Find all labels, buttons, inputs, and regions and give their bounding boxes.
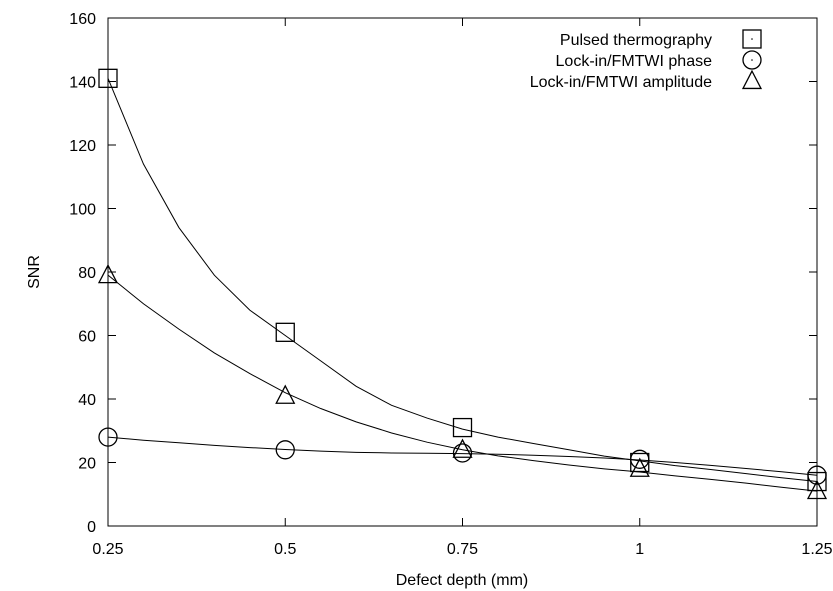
y-tick-label: 40: [78, 392, 96, 409]
legend-label: Lock-in/FMTWI phase: [556, 53, 713, 70]
legend: Pulsed thermography Lock-in/FMTWI phase Lo…: [530, 29, 763, 91]
legend-marker-square: [742, 29, 762, 49]
data-point-triangle: [452, 438, 473, 458]
data-point-square: [275, 322, 295, 342]
legend-marker-dot: [751, 59, 753, 61]
data-point-triangle: [629, 457, 650, 477]
legend-label: Pulsed thermography: [560, 32, 712, 49]
data-point-triangle: [275, 384, 296, 404]
axis-ticks: 0.25 0.5 0.75 1 1.25 0 20 40 60 80 100 120 140 160: [69, 11, 832, 558]
data-point-square: [98, 68, 118, 88]
y-tick-label: 60: [78, 329, 96, 346]
y-axis-label: SNR: [26, 255, 43, 289]
data-point-circle: [807, 465, 827, 485]
y-tick-label: 100: [69, 202, 96, 219]
x-tick-label: 1: [635, 541, 644, 558]
data-point-square: [452, 417, 473, 438]
x-axis-label: Defect depth (mm): [396, 572, 528, 589]
data-point-square: [807, 471, 827, 492]
y-tick-label: 160: [69, 11, 96, 28]
x-tick-label: 0.75: [447, 541, 478, 558]
x-tick-label: 1.25: [801, 541, 832, 558]
legend-marker-triangle: [741, 69, 763, 90]
legend-marker-circle: [742, 50, 762, 70]
fit-curve-circle: [107, 436, 818, 476]
x-tick-label: 0.25: [92, 541, 123, 558]
y-tick-label: 80: [78, 265, 96, 282]
y-tick-label: 120: [69, 138, 96, 155]
data-point-triangle: [97, 263, 119, 284]
y-tick-label: 0: [87, 519, 96, 536]
fit-curves: [107, 78, 818, 492]
data-point-circle: [452, 443, 473, 463]
legend-label: Lock-in/FMTWI amplitude: [530, 74, 712, 91]
fit-curve-square: [107, 78, 818, 483]
data-point-circle: [98, 427, 118, 447]
y-tick-label: 20: [78, 456, 96, 473]
data-markers: [97, 68, 828, 500]
x-tick-label: 0.5: [274, 541, 296, 558]
fit-curve-triangle: [107, 274, 818, 492]
data-point-triangle: [806, 479, 828, 500]
data-point-circle: [630, 449, 650, 469]
legend-marker-dot: [751, 38, 753, 40]
data-point-circle: [275, 440, 295, 460]
y-tick-label: 140: [69, 75, 96, 92]
